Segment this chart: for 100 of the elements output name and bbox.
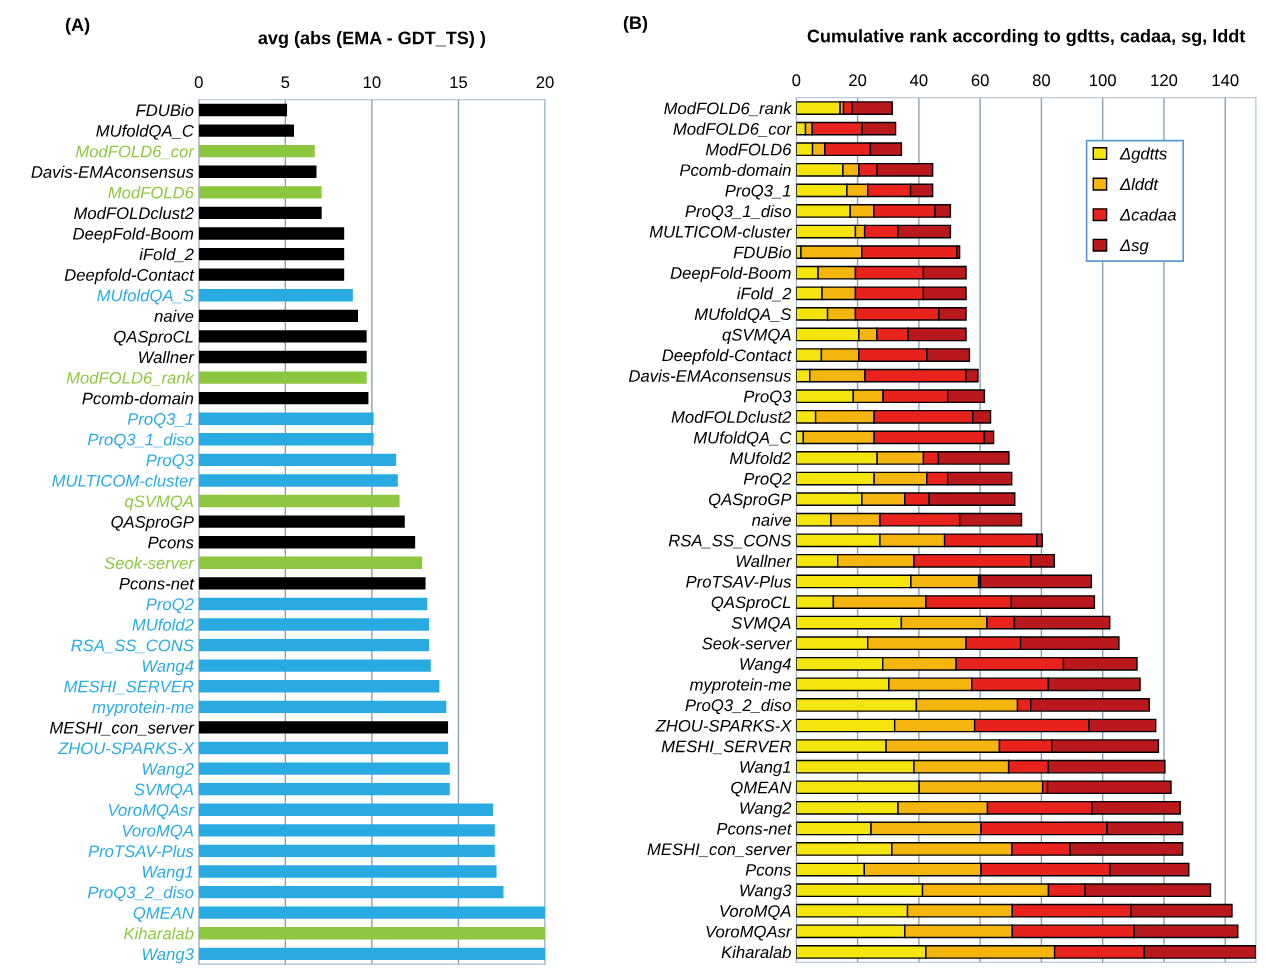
bar bbox=[198, 577, 426, 590]
y-tick-label: Wallner bbox=[736, 554, 793, 568]
y-tick-label: RSA_SS_CONS bbox=[668, 534, 792, 549]
text: (A) bbox=[65, 17, 90, 35]
x-tick-label: 20 bbox=[849, 74, 867, 87]
y-tick-label: MUfoldQA_C bbox=[96, 124, 194, 140]
y-tick-label: ProTSAV-Plus bbox=[686, 575, 792, 588]
bar bbox=[198, 330, 367, 343]
y-tick-label: Wang2 bbox=[142, 763, 194, 779]
bar bbox=[198, 947, 546, 961]
y-tick-label: Wang3 bbox=[142, 948, 194, 964]
y-tick-label: ZHOU-SPARKS-X bbox=[655, 719, 792, 732]
x-tick-label: 80 bbox=[1032, 74, 1051, 87]
text: (B) bbox=[623, 15, 648, 33]
y-tick-label: MULTICOM-cluster bbox=[52, 474, 195, 487]
bar bbox=[198, 556, 423, 569]
y-tick-label: Davis-EMAconsensus bbox=[31, 165, 194, 178]
y-tick-label: Kiharalab bbox=[124, 927, 194, 940]
x-tick-label: 15 bbox=[450, 76, 468, 89]
y-tick-label: VoroMQAsr bbox=[108, 804, 195, 819]
y-tick-label: Kiharalab bbox=[721, 945, 791, 959]
y-tick-label: ZHOU-SPARKS-X bbox=[57, 742, 195, 755]
x-tick-label: 100 bbox=[1090, 74, 1116, 87]
y-tick-label: Seok-server bbox=[104, 556, 195, 569]
y-tick-label: MUfoldQA_S bbox=[694, 307, 792, 324]
y-tick-label: Wang3 bbox=[740, 884, 792, 900]
bar bbox=[198, 536, 416, 549]
bar bbox=[979, 574, 1093, 589]
y-tick-label: ProQ3_2_diso bbox=[87, 886, 194, 902]
bar bbox=[198, 165, 317, 178]
y-tick-label: qSVMQA bbox=[722, 328, 791, 344]
y-tick-label: ModFOLD6_cor bbox=[673, 122, 793, 137]
y-tick-label: MESHI_SERVER bbox=[64, 680, 194, 695]
bar bbox=[198, 124, 294, 137]
y-tick-label: ProQ3_2_diso bbox=[685, 698, 791, 715]
bar bbox=[198, 186, 322, 199]
y-tick-label: ProQ3_1 bbox=[127, 413, 193, 428]
bar bbox=[198, 659, 431, 672]
bar bbox=[198, 412, 374, 425]
y-tick-label: iFold_2 bbox=[139, 248, 194, 263]
y-tick-label: QASproGP bbox=[708, 493, 792, 509]
y-tick-label: ModFOLDclust2 bbox=[74, 206, 194, 220]
y-tick-label: ProQ3_1 bbox=[725, 184, 791, 200]
bar bbox=[198, 494, 400, 508]
bar bbox=[1046, 780, 1172, 795]
y-tick-label: naive bbox=[154, 309, 194, 323]
bar bbox=[198, 721, 449, 734]
legend-label: Δsg bbox=[1119, 239, 1149, 255]
bar bbox=[198, 453, 397, 467]
y-tick-label: MUfoldQA_S bbox=[97, 289, 194, 305]
y-tick-label: Wang4 bbox=[142, 660, 194, 676]
bar bbox=[198, 844, 495, 858]
y-tick-label: MUfold2 bbox=[729, 451, 792, 465]
chart-title: Cumulative rank according to gdtts, cadaa, sg, lddt bbox=[807, 29, 1246, 47]
legend-label: Δcadaa bbox=[1119, 208, 1176, 221]
bar bbox=[198, 803, 494, 816]
y-tick-label: ModFOLD6_rank bbox=[66, 371, 195, 386]
x-tick-label: 5 bbox=[281, 76, 290, 89]
y-tick-label: ProQ3 bbox=[146, 454, 194, 470]
y-tick-label: ModFOLDclust2 bbox=[671, 410, 792, 423]
y-tick-label: QASproCL bbox=[711, 596, 791, 612]
bar bbox=[198, 474, 398, 487]
bar bbox=[198, 824, 495, 837]
bar bbox=[198, 762, 450, 775]
y-tick-label: ProQ3 bbox=[743, 390, 792, 406]
y-tick-label: Wang4 bbox=[740, 658, 791, 674]
y-tick-label: MESHI_SERVER bbox=[661, 740, 791, 755]
y-tick-label: DeepFold-Boom bbox=[670, 266, 791, 283]
y-tick-label: naive bbox=[751, 513, 791, 526]
y-tick-label: Pcons bbox=[148, 536, 194, 549]
x-tick-label: 40 bbox=[909, 74, 928, 87]
y-tick-label: QMEAN bbox=[133, 907, 194, 922]
y-tick-label: Pcons-net bbox=[119, 577, 195, 590]
x-tick-label: 60 bbox=[971, 74, 989, 87]
legend-label: Δlddt bbox=[1119, 177, 1159, 191]
legend-label: Δgdtts bbox=[1119, 147, 1167, 163]
y-tick-label: QMEAN bbox=[731, 781, 792, 797]
bar bbox=[198, 350, 367, 364]
bar bbox=[198, 391, 369, 405]
y-tick-label: Pcomb-domain bbox=[82, 392, 194, 405]
chart-title: avg (abs (EMA - GDT_TS) ) bbox=[258, 31, 486, 48]
y-tick-label: ModFOLD6 bbox=[108, 186, 194, 199]
x-tick-label: 140 bbox=[1212, 74, 1239, 87]
bar bbox=[198, 268, 345, 281]
bar bbox=[198, 289, 353, 302]
bar bbox=[198, 227, 345, 240]
x-tick-label: 20 bbox=[536, 76, 554, 89]
x-tick-label: 0 bbox=[194, 76, 203, 89]
y-tick-label: Pcons-net bbox=[716, 822, 793, 835]
bar bbox=[198, 741, 449, 755]
bar bbox=[198, 680, 440, 693]
bar bbox=[198, 783, 450, 796]
y-tick-label: Wang2 bbox=[740, 802, 792, 818]
y-tick-label: SVMQA bbox=[134, 783, 193, 799]
y-tick-label: MESHI_con_server bbox=[49, 721, 195, 736]
x-tick-label: 0 bbox=[792, 74, 801, 87]
y-tick-label: Pcons bbox=[745, 864, 792, 876]
bar bbox=[198, 906, 546, 919]
bar bbox=[198, 103, 288, 117]
bar bbox=[198, 597, 428, 611]
